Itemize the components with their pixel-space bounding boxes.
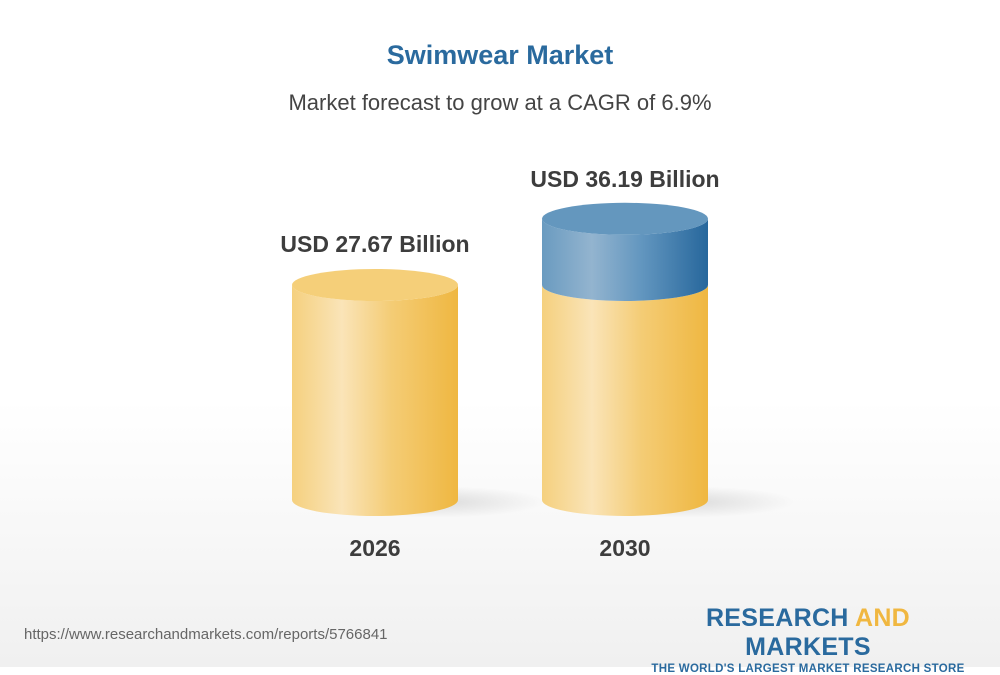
chart-title: Swimwear Market xyxy=(386,40,614,70)
logo-text-research: RESEARCH xyxy=(705,604,855,632)
bar-2026 xyxy=(292,285,458,516)
logo-tagline: THE WORLD'S LARGEST MARKET RESEARCH STOR… xyxy=(651,663,965,675)
category-label-2030: 2030 xyxy=(599,535,650,561)
bar-top-2026 xyxy=(292,269,458,302)
bar-growth-2030 xyxy=(542,218,708,301)
research-and-markets-logo[interactable]: RESEARCH AND MARKETS THE WORLD'S LARGEST… xyxy=(640,604,976,675)
bar-base-2030 xyxy=(542,285,708,516)
data-label-2030: USD 36.19 Billion xyxy=(530,166,719,192)
logo-text-markets: MARKETS xyxy=(745,633,871,661)
source-url[interactable]: https://www.researchandmarkets.com/repor… xyxy=(24,626,388,643)
chart-subtitle: Market forecast to grow at a CAGR of 6.9… xyxy=(288,90,712,115)
data-label-2026: USD 27.67 Billion xyxy=(280,231,469,257)
category-label-2026: 2026 xyxy=(349,535,400,561)
bar-top-2030 xyxy=(542,202,708,235)
logo-text-and: AND xyxy=(854,604,911,632)
